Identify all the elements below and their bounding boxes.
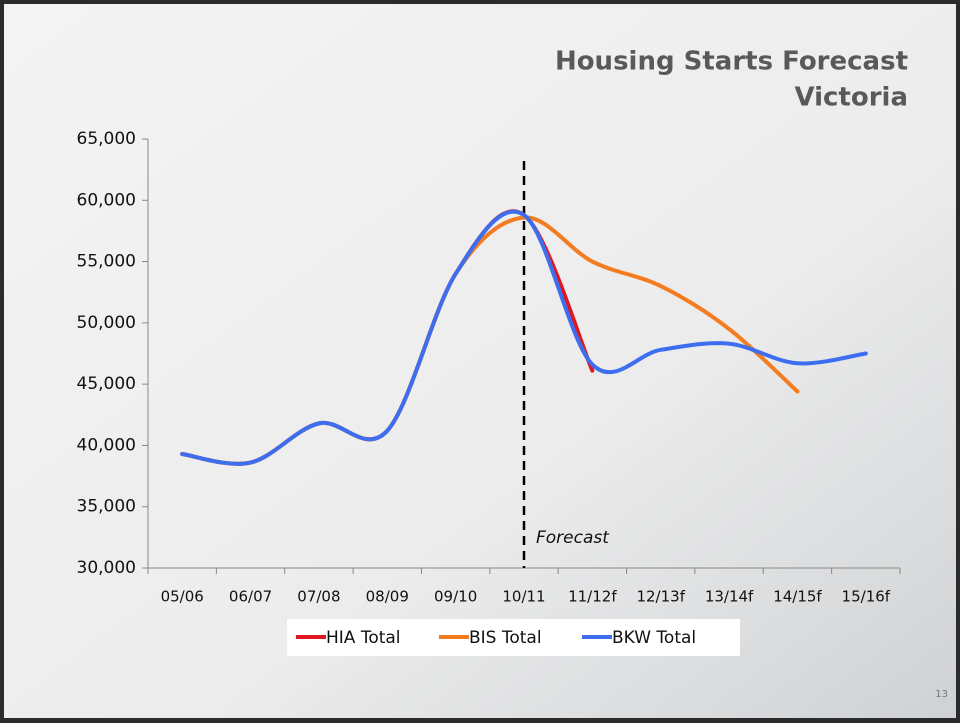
x-tick-label: 06/07 <box>229 588 272 606</box>
y-tick-label: 35,000 <box>77 497 136 517</box>
slide-number: 13 <box>935 689 948 700</box>
y-tick-label: 60,000 <box>77 190 136 210</box>
annotation: Forecast <box>536 528 610 548</box>
y-tick-label: 40,000 <box>77 435 136 455</box>
x-tick-label: 08/09 <box>366 588 409 606</box>
x-tick-label: 05/06 <box>161 588 204 606</box>
x-tick-label: 14/15f <box>773 588 822 606</box>
y-tick-label: 65,000 <box>77 129 136 149</box>
legend-label: BIS Total <box>469 628 542 648</box>
slide: Housing Starts Forecast Victoria 13 30,0… <box>0 0 960 723</box>
y-tick-label: 50,000 <box>77 313 136 333</box>
x-tick-label: 12/13f <box>636 588 685 606</box>
y-tick-label: 45,000 <box>77 374 136 394</box>
x-tick-label: 07/08 <box>297 588 340 606</box>
y-tick-label: 30,000 <box>77 558 136 578</box>
x-tick-label: 11/12f <box>568 588 617 606</box>
x-tick-label: 10/11 <box>502 588 545 606</box>
x-tick-label: 13/14f <box>705 588 754 606</box>
chart-subtitle: Victoria <box>794 83 908 113</box>
x-tick-label: 09/10 <box>434 588 477 606</box>
chart-title: Housing Starts Forecast <box>555 47 908 77</box>
legend-label: HIA Total <box>326 628 401 648</box>
x-tick-label: 15/16f <box>842 588 891 606</box>
legend-label: BKW Total <box>612 628 696 648</box>
y-tick-label: 55,000 <box>77 252 136 272</box>
